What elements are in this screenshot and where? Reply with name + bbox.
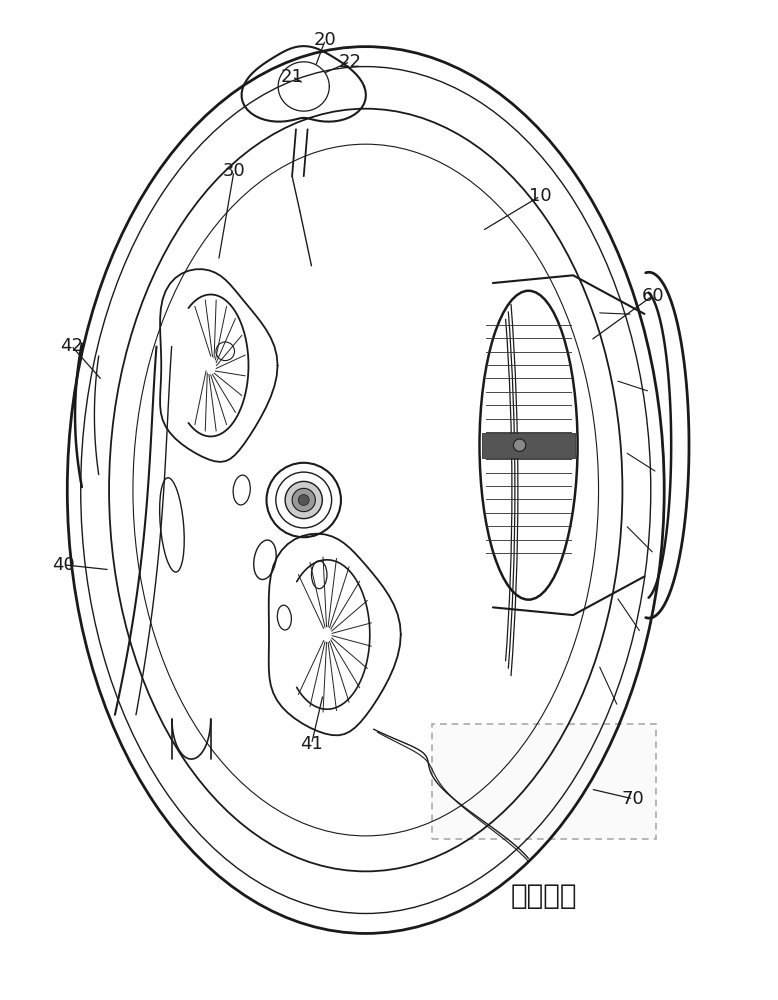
FancyBboxPatch shape [432,724,657,839]
Bar [482,433,575,458]
Text: 电力单元: 电力单元 [511,882,577,910]
Text: 42: 42 [60,337,82,355]
Text: 21: 21 [281,68,303,86]
Ellipse shape [233,475,251,505]
Text: 20: 20 [314,31,337,49]
Ellipse shape [277,605,292,630]
Circle shape [285,481,322,519]
Text: 22: 22 [338,53,362,71]
Circle shape [298,495,309,505]
Text: 60: 60 [641,287,664,305]
Circle shape [513,439,526,451]
Circle shape [292,488,315,512]
Text: 30: 30 [223,162,245,180]
Text: 10: 10 [529,187,552,205]
Text: 40: 40 [52,556,75,574]
Text: 70: 70 [622,790,644,808]
Text: 41: 41 [300,735,323,753]
Ellipse shape [311,561,327,589]
